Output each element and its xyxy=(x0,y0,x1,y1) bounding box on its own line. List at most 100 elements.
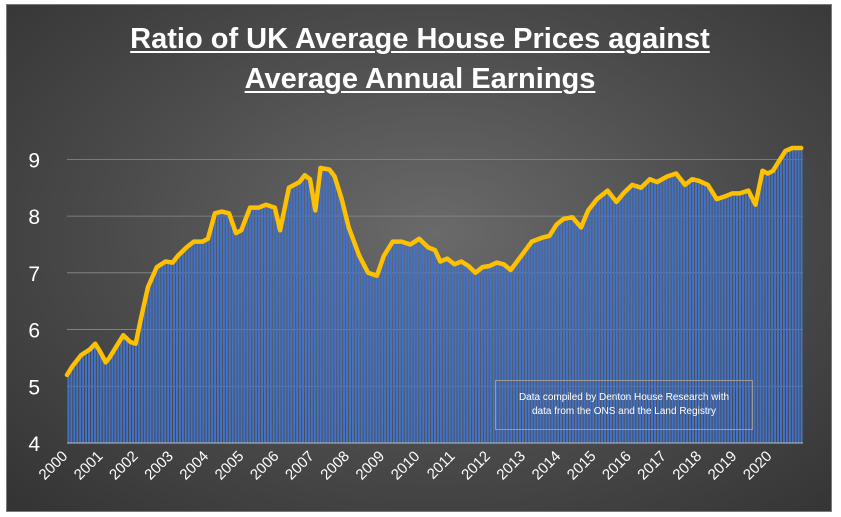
bar xyxy=(96,347,99,443)
bar xyxy=(190,243,193,443)
bar xyxy=(759,177,762,444)
bar xyxy=(67,372,70,443)
bar xyxy=(149,281,152,443)
x-tick-label-2019: 2019 xyxy=(705,448,741,484)
bar xyxy=(143,301,146,443)
bar xyxy=(302,177,305,443)
bar xyxy=(164,261,167,443)
bar xyxy=(152,274,155,443)
bar xyxy=(466,265,469,443)
bar xyxy=(216,212,220,443)
bar xyxy=(222,212,225,443)
bar xyxy=(730,193,733,443)
x-tick-label-2006: 2006 xyxy=(247,448,283,484)
x-tick-label-2005: 2005 xyxy=(212,448,248,484)
bar xyxy=(595,199,598,443)
bar xyxy=(173,260,176,443)
bar xyxy=(545,236,548,443)
bar xyxy=(785,150,788,443)
bar xyxy=(199,241,202,443)
bar xyxy=(794,148,797,443)
bar xyxy=(357,255,360,443)
bar xyxy=(636,186,639,443)
bar xyxy=(117,343,120,443)
trend-line xyxy=(64,145,804,378)
bar xyxy=(275,216,278,443)
bar xyxy=(697,181,700,444)
bar xyxy=(562,218,566,443)
bar xyxy=(715,198,718,443)
bar xyxy=(85,351,88,443)
bar xyxy=(627,188,630,443)
bar xyxy=(762,171,765,443)
bar xyxy=(445,258,448,443)
bar xyxy=(225,212,228,443)
bar xyxy=(703,183,706,443)
x-tick-label-2010: 2010 xyxy=(388,448,424,484)
bar xyxy=(167,261,170,443)
bar xyxy=(178,253,181,443)
bar xyxy=(633,185,636,444)
bar xyxy=(90,347,93,443)
chart-title: Ratio of UK Average House Prices against… xyxy=(7,19,831,99)
bar xyxy=(680,180,683,444)
bar xyxy=(727,194,730,443)
bar xyxy=(140,314,143,443)
bar xyxy=(73,363,76,443)
bar xyxy=(694,180,697,443)
bar xyxy=(656,181,659,443)
bar xyxy=(304,176,307,443)
bar xyxy=(161,263,164,443)
bar xyxy=(480,267,483,443)
bar xyxy=(741,192,744,443)
bar xyxy=(328,169,331,443)
bar xyxy=(554,226,557,443)
bar xyxy=(337,188,340,443)
bar xyxy=(639,187,642,443)
bar xyxy=(129,341,132,443)
bar xyxy=(290,186,293,443)
bar xyxy=(618,197,621,443)
bar xyxy=(428,247,431,443)
bar xyxy=(686,182,689,443)
bar xyxy=(334,179,337,443)
bar xyxy=(797,148,800,443)
bar xyxy=(296,183,299,443)
bar xyxy=(747,192,750,443)
bar xyxy=(683,184,686,443)
bar xyxy=(765,173,768,443)
bar xyxy=(521,253,524,443)
bar xyxy=(645,182,648,443)
bar xyxy=(454,263,457,443)
bar xyxy=(442,259,445,443)
y-tick-label-7: 7 xyxy=(28,263,40,286)
bar xyxy=(252,207,255,443)
bar xyxy=(381,259,384,443)
bar xyxy=(131,342,134,443)
bar xyxy=(592,203,595,443)
bar xyxy=(524,249,527,443)
bar xyxy=(134,342,137,443)
bar xyxy=(774,166,777,443)
bar xyxy=(750,198,753,443)
bar xyxy=(642,185,645,444)
bar xyxy=(372,274,375,443)
bar xyxy=(542,237,545,443)
bar xyxy=(319,167,322,443)
bar xyxy=(269,206,272,443)
bar xyxy=(530,241,533,443)
bar xyxy=(369,273,372,443)
bar xyxy=(536,239,539,443)
bar xyxy=(650,180,654,443)
bar xyxy=(120,338,123,443)
bar xyxy=(609,195,612,443)
bar xyxy=(387,248,390,443)
bar xyxy=(436,257,439,443)
bar xyxy=(99,352,102,443)
bar xyxy=(738,193,741,443)
x-tick-label-2020: 2020 xyxy=(740,448,776,484)
bar xyxy=(463,263,466,443)
bar xyxy=(313,208,316,443)
bar xyxy=(736,193,739,443)
